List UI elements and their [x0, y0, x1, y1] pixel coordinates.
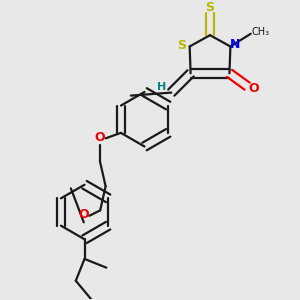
Text: S: S [178, 39, 187, 52]
Text: S: S [206, 2, 214, 14]
Text: H: H [157, 82, 166, 92]
Text: O: O [79, 208, 89, 221]
Text: N: N [230, 38, 240, 51]
Text: CH₃: CH₃ [251, 27, 270, 37]
Text: O: O [95, 131, 106, 144]
Text: O: O [248, 82, 259, 95]
